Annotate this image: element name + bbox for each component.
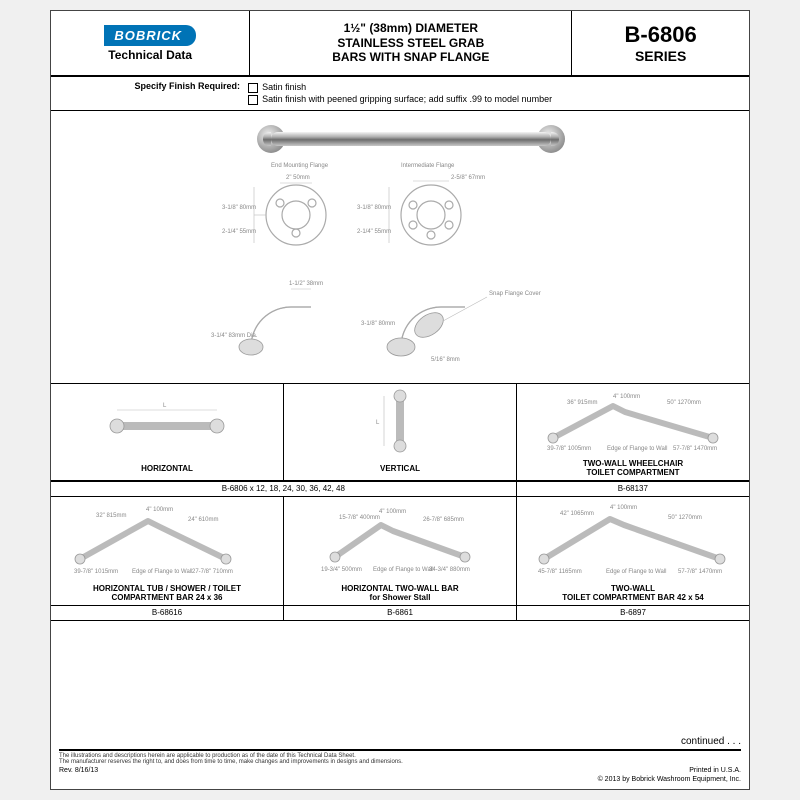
svg-text:32" 815mm: 32" 815mm bbox=[96, 513, 126, 519]
toilet-42x54-title: TWO-WALL TOILET COMPARTMENT BAR 42 x 54 bbox=[517, 583, 749, 605]
svg-text:34-3/4" 880mm: 34-3/4" 880mm bbox=[429, 567, 470, 573]
svg-text:2" 50mm: 2" 50mm bbox=[286, 175, 310, 181]
toilet-42x54-icon: 42" 1065mm 4" 100mm 50" 1270mm 45-7/8" 1… bbox=[528, 501, 738, 579]
svg-text:2-5/8" 67mm: 2-5/8" 67mm bbox=[451, 175, 485, 181]
cell-tub-shower: 32" 815mm 4" 100mm 24" 610mm 39-7/8" 101… bbox=[51, 497, 284, 620]
header-brand-block: BOBRICK Technical Data bbox=[51, 11, 250, 75]
svg-text:4" 100mm: 4" 100mm bbox=[610, 505, 637, 511]
svg-text:4" 100mm: 4" 100mm bbox=[379, 509, 406, 515]
series-label: SERIES bbox=[635, 48, 686, 64]
header: BOBRICK Technical Data 1½" (38mm) DIAMET… bbox=[51, 11, 749, 77]
tub-shower-code: B-68616 bbox=[51, 605, 283, 620]
svg-text:42" 1065mm: 42" 1065mm bbox=[560, 511, 594, 517]
checkbox-icon[interactable] bbox=[248, 83, 258, 93]
svg-text:Edge of Flange to Wall: Edge of Flange to Wall bbox=[132, 569, 192, 575]
cell-horizontal: L HORIZONTAL bbox=[51, 384, 284, 480]
svg-text:36" 915mm: 36" 915mm bbox=[567, 400, 597, 406]
main-diagram-svg: End Mounting Flange Intermediate Flange … bbox=[61, 117, 741, 377]
vertical-title: VERTICAL bbox=[284, 458, 516, 480]
model-number: B-6806 bbox=[625, 22, 697, 48]
technical-data-sheet: BOBRICK Technical Data 1½" (38mm) DIAMET… bbox=[50, 10, 750, 790]
svg-text:2-1/4" 55mm: 2-1/4" 55mm bbox=[222, 229, 256, 235]
header-title: 1½" (38mm) DIAMETER STAINLESS STEEL GRAB… bbox=[250, 11, 572, 75]
svg-text:Edge of Flange to Wall: Edge of Flange to Wall bbox=[607, 446, 667, 452]
config-row-2: 32" 815mm 4" 100mm 24" 610mm 39-7/8" 101… bbox=[51, 497, 749, 621]
revision-date: Rev. 8/16/13 bbox=[59, 767, 98, 774]
two-wall-wc-title: TWO-WALL WHEELCHAIR TOILET COMPARTMENT bbox=[517, 458, 749, 480]
cell-vertical: L VERTICAL bbox=[284, 384, 517, 480]
svg-text:24" 610mm: 24" 610mm bbox=[188, 517, 218, 523]
svg-text:2-1/4" 55mm: 2-1/4" 55mm bbox=[357, 229, 391, 235]
svg-text:57-7/8" 1470mm: 57-7/8" 1470mm bbox=[673, 446, 717, 452]
svg-text:39-7/8" 1015mm: 39-7/8" 1015mm bbox=[74, 569, 118, 575]
config-row-1-codes: B-6806 x 12, 18, 24, 30, 36, 42, 48 B-68… bbox=[51, 481, 749, 497]
footer-bottom: Rev. 8/16/13 Printed in U.S.A. bbox=[59, 767, 741, 774]
footer: continued . . . The illustrations and de… bbox=[51, 732, 749, 789]
continued-label: continued . . . bbox=[59, 736, 741, 747]
cell-shower-stall: 15-7/8" 400mm 4" 100mm 26-7/8" 685mm 19-… bbox=[284, 497, 517, 620]
svg-text:5/16" 8mm: 5/16" 8mm bbox=[431, 357, 460, 363]
svg-text:3-1/4" 83mm Dia.: 3-1/4" 83mm Dia. bbox=[211, 333, 258, 339]
shower-stall-icon: 15-7/8" 400mm 4" 100mm 26-7/8" 685mm 19-… bbox=[295, 501, 505, 579]
horizontal-bar-icon: L bbox=[97, 396, 237, 446]
specify-label: Specify Finish Required: bbox=[57, 81, 248, 106]
svg-text:3-1/8" 80mm: 3-1/8" 80mm bbox=[357, 205, 391, 211]
horizontal-vertical-code: B-6806 x 12, 18, 24, 30, 36, 42, 48 bbox=[51, 481, 517, 496]
title-line-3: BARS WITH SNAP FLANGE bbox=[332, 50, 489, 64]
end-flange-label: End Mounting Flange bbox=[271, 163, 329, 169]
finish-option-1-label: Satin finish bbox=[262, 82, 306, 92]
hero-diagrams: End Mounting Flange Intermediate Flange … bbox=[51, 111, 749, 384]
tub-shower-icon: 32" 815mm 4" 100mm 24" 610mm 39-7/8" 101… bbox=[62, 501, 272, 579]
horizontal-title: HORIZONTAL bbox=[51, 458, 283, 480]
svg-text:4" 100mm: 4" 100mm bbox=[613, 394, 640, 400]
svg-text:26-7/8" 685mm: 26-7/8" 685mm bbox=[423, 517, 464, 523]
finish-option-2: Satin finish with peened gripping surfac… bbox=[248, 94, 743, 105]
svg-text:45-7/8" 1165mm: 45-7/8" 1165mm bbox=[538, 569, 582, 575]
cell-toilet-42x54: 42" 1065mm 4" 100mm 50" 1270mm 45-7/8" 1… bbox=[517, 497, 749, 620]
svg-text:1-1/2" 38mm: 1-1/2" 38mm bbox=[289, 281, 323, 287]
vertical-bar-icon: L bbox=[370, 388, 430, 454]
intermediate-flange-label: Intermediate Flange bbox=[401, 163, 455, 169]
snap-cover-label: Snap Flange Cover bbox=[489, 291, 541, 297]
toilet-42x54-code: B-6897 bbox=[517, 605, 749, 620]
tub-shower-title: HORIZONTAL TUB / SHOWER / TOILET COMPART… bbox=[51, 583, 283, 605]
svg-text:50" 1270mm: 50" 1270mm bbox=[668, 515, 702, 521]
svg-text:4" 100mm: 4" 100mm bbox=[146, 507, 173, 513]
svg-text:3-1/8" 80mm: 3-1/8" 80mm bbox=[222, 205, 256, 211]
svg-text:L: L bbox=[163, 403, 167, 409]
two-wall-wc-icon: 36" 915mm 4" 100mm 50" 1270mm 39-7/8" 10… bbox=[533, 388, 733, 454]
svg-text:15-7/8" 400mm: 15-7/8" 400mm bbox=[339, 515, 380, 521]
specify-finish-row: Specify Finish Required: Satin finish Sa… bbox=[51, 77, 749, 111]
title-line-2: STAINLESS STEEL GRAB bbox=[337, 36, 484, 50]
brand-logo: BOBRICK bbox=[104, 25, 196, 46]
svg-text:19-3/4" 500mm: 19-3/4" 500mm bbox=[321, 567, 362, 573]
copyright: © 2013 by Bobrick Washroom Equipment, In… bbox=[598, 776, 741, 783]
config-row-1: L HORIZONTAL L VERTICAL bbox=[51, 384, 749, 481]
svg-text:27-7/8" 710mm: 27-7/8" 710mm bbox=[192, 569, 233, 575]
svg-text:Edge of Flange to Wall: Edge of Flange to Wall bbox=[606, 569, 666, 575]
finish-option-1: Satin finish bbox=[248, 82, 743, 93]
disclaimer: The illustrations and descriptions herei… bbox=[59, 753, 741, 765]
svg-text:50" 1270mm: 50" 1270mm bbox=[667, 400, 701, 406]
svg-text:39-7/8" 1005mm: 39-7/8" 1005mm bbox=[547, 446, 591, 452]
finish-option-2-label: Satin finish with peened gripping surfac… bbox=[262, 94, 552, 104]
shower-stall-title: HORIZONTAL TWO-WALL BAR for Shower Stall bbox=[284, 583, 516, 605]
svg-text:3-1/8" 80mm: 3-1/8" 80mm bbox=[361, 321, 395, 327]
title-line-1: 1½" (38mm) DIAMETER bbox=[344, 21, 478, 35]
svg-text:Edge of Flange to Wall: Edge of Flange to Wall bbox=[373, 567, 433, 573]
svg-text:57-7/8" 1470mm: 57-7/8" 1470mm bbox=[678, 569, 722, 575]
printed-in: Printed in U.S.A. bbox=[689, 767, 741, 774]
two-wall-wc-code: B-68137 bbox=[517, 481, 749, 496]
shower-stall-code: B-6861 bbox=[284, 605, 516, 620]
checkbox-icon[interactable] bbox=[248, 95, 258, 105]
header-model: B-6806 SERIES bbox=[572, 11, 749, 75]
specify-options: Satin finish Satin finish with peened gr… bbox=[248, 81, 743, 106]
technical-data-label: Technical Data bbox=[108, 48, 192, 62]
svg-text:L: L bbox=[376, 420, 380, 426]
cell-two-wall-wc: 36" 915mm 4" 100mm 50" 1270mm 39-7/8" 10… bbox=[517, 384, 749, 480]
